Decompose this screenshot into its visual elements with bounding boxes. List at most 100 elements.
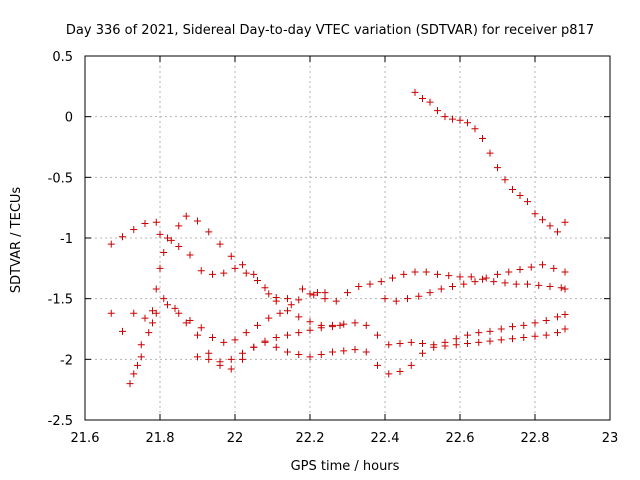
data-point [520, 321, 528, 329]
data-point [441, 342, 449, 350]
data-point [419, 349, 426, 357]
data-point [205, 228, 213, 236]
x-tick-label: 22.6 [446, 431, 475, 446]
data-point [505, 268, 513, 276]
data-point [340, 347, 348, 355]
data-point [284, 295, 291, 303]
data-point [449, 115, 456, 123]
y-tick-label: 0.5 [52, 50, 73, 65]
data-point [535, 281, 543, 289]
data-point [419, 340, 426, 348]
data-point [156, 264, 164, 272]
data-point [501, 279, 509, 287]
data-point [557, 284, 565, 292]
data-point [501, 176, 509, 184]
data-point [351, 319, 359, 327]
data-point [434, 107, 441, 115]
data-point [254, 321, 261, 329]
data-point [227, 355, 235, 363]
data-point [389, 274, 396, 282]
data-point [227, 365, 235, 373]
data-point [340, 320, 348, 328]
data-point [404, 295, 411, 303]
y-tick-label: -0.5 [48, 171, 73, 186]
data-point [167, 236, 175, 244]
data-point [130, 309, 138, 317]
data-point [464, 340, 471, 348]
data-point [396, 367, 404, 375]
data-point [542, 317, 550, 325]
data-point [272, 297, 280, 305]
data-point [509, 185, 516, 193]
data-point [332, 297, 340, 305]
data-point [415, 292, 423, 300]
data-point [250, 270, 258, 278]
data-point [479, 135, 486, 143]
x-tick-label: 22.4 [371, 431, 400, 446]
data-point [437, 285, 445, 293]
data-point [272, 343, 280, 351]
data-point [456, 273, 464, 281]
data-point [242, 269, 250, 277]
data-point [175, 242, 183, 250]
data-point [546, 222, 554, 230]
data-point [231, 264, 239, 272]
data-point [471, 278, 479, 286]
data-point [486, 337, 494, 345]
data-point [284, 307, 291, 315]
data-point [216, 358, 224, 366]
chart-title: Day 336 of 2021, Sidereal Day-to-day VTE… [66, 23, 594, 38]
data-point [441, 113, 449, 121]
data-point [460, 280, 468, 288]
data-point [137, 341, 145, 349]
data-point [486, 327, 494, 335]
data-point [467, 273, 475, 281]
x-tick-label: 21.6 [71, 431, 100, 446]
data-point [561, 285, 569, 293]
data-point [321, 295, 329, 303]
data-point [539, 216, 546, 224]
data-point [152, 218, 160, 226]
x-tick-label: 23 [602, 431, 619, 446]
data-point [546, 283, 554, 291]
data-point [490, 278, 498, 286]
grid-lines [85, 56, 610, 420]
data-point [486, 149, 494, 157]
data-point [119, 233, 126, 241]
data-point [137, 353, 145, 361]
data-point [407, 361, 415, 369]
data-point [205, 355, 213, 363]
data-point [449, 283, 456, 291]
data-point [299, 285, 306, 293]
data-point [411, 88, 419, 96]
data-point [314, 289, 321, 297]
data-point [194, 353, 201, 361]
data-point [220, 269, 228, 277]
data-point [164, 234, 171, 242]
data-point [194, 217, 201, 225]
data-point [374, 331, 381, 339]
data-point [130, 370, 138, 378]
data-point [156, 230, 164, 238]
data-point [107, 240, 115, 248]
data-point [554, 228, 561, 236]
data-point [512, 280, 520, 288]
data-point [306, 326, 314, 334]
data-point [426, 98, 434, 106]
data-point [152, 309, 160, 317]
data-point [509, 335, 516, 343]
data-point [561, 268, 569, 276]
data-point [497, 325, 505, 333]
data-point [194, 331, 201, 339]
data-point [362, 321, 370, 329]
data-point [171, 304, 179, 312]
data-point [561, 218, 569, 226]
data-point [164, 301, 171, 309]
data-point [242, 329, 250, 337]
data-point [272, 333, 280, 341]
data-point [479, 275, 486, 283]
data-point [329, 348, 336, 356]
y-axis-label: SDTVAR / TECUs [9, 187, 24, 294]
y-tick-label: -1.5 [48, 293, 73, 308]
